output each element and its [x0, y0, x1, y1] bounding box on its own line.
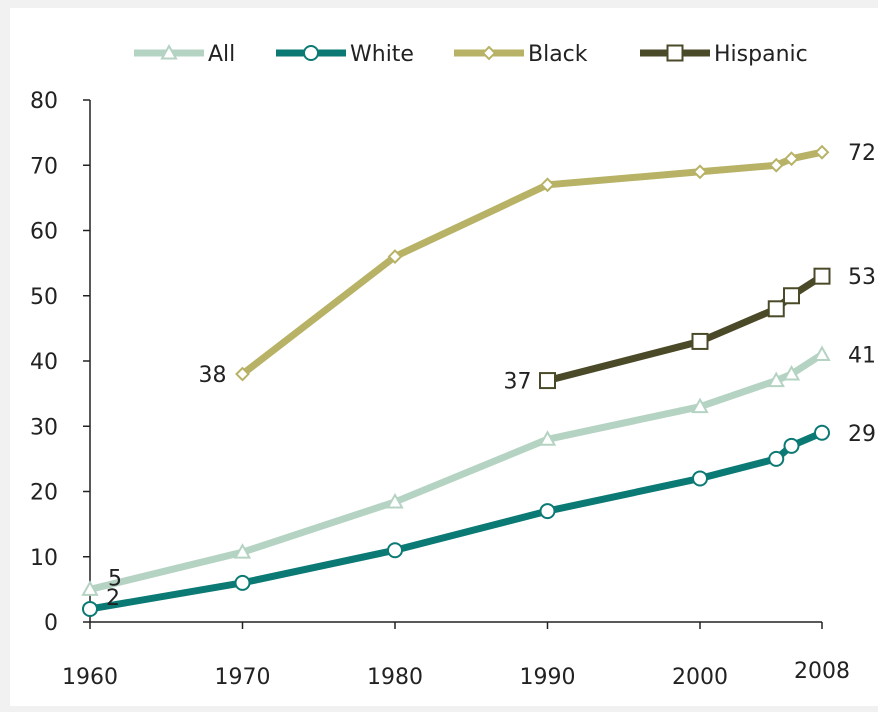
data-point-black — [692, 164, 708, 180]
data-label: 2 — [106, 586, 120, 611]
y-tick-label: 80 — [30, 89, 58, 114]
y-tick-label: 70 — [30, 154, 58, 179]
legend-marker-all — [160, 43, 178, 60]
series-hispanic — [539, 267, 831, 390]
y-tick-label: 30 — [30, 415, 58, 440]
data-point-black — [387, 249, 403, 265]
data-point-white — [768, 450, 785, 467]
legend-item-hispanic: Hispanic — [640, 42, 808, 67]
data-point-hispanic — [813, 267, 831, 285]
legend-marker-black — [481, 45, 497, 61]
data-point-all — [81, 580, 99, 596]
data-point-all — [767, 371, 785, 388]
data-point-white — [82, 600, 98, 617]
data-point-black — [540, 177, 555, 193]
series-all — [81, 345, 831, 596]
data-point-all — [233, 543, 252, 559]
data-point-all — [386, 492, 404, 509]
data-label: 37 — [504, 370, 532, 395]
data-point-all — [813, 345, 831, 361]
data-label: 41 — [848, 343, 876, 368]
data-point-white — [387, 542, 403, 559]
data-label: 38 — [199, 363, 227, 388]
legend-marker-white — [303, 45, 319, 61]
data-point-hispanic — [783, 287, 800, 305]
y-tick-label: 10 — [30, 546, 58, 571]
y-tick-label: 40 — [30, 350, 58, 375]
y-tick-label: 50 — [30, 285, 58, 310]
data-point-white — [539, 503, 556, 520]
series-line-white — [86, 429, 826, 613]
data-point-all — [691, 397, 709, 414]
legend-item-white: White — [276, 42, 414, 67]
legend-item-all: All — [134, 42, 235, 67]
line-chart: 0 10 20 30 40 50 60 70 80 1960 1970 1980 1990 2000 200… — [30, 42, 876, 690]
data-point-all — [782, 365, 801, 381]
legend: All White Black Hispanic — [134, 42, 808, 67]
legend-label: Hispanic — [714, 42, 808, 67]
axes: 0 10 20 30 40 50 60 70 80 1960 1970 1980 1990 2000 200… — [30, 89, 850, 690]
data-label: 29 — [848, 422, 876, 447]
data-labels: 52 38 37 72 53 41 29 — [106, 141, 876, 611]
y-tick-label: 20 — [30, 481, 58, 506]
legend-label: White — [350, 42, 414, 67]
data-point-white — [234, 574, 251, 591]
data-point-white — [814, 424, 830, 441]
data-point-black — [768, 157, 784, 173]
data-point-black — [814, 144, 830, 160]
series-white — [82, 424, 830, 617]
data-label: 5 — [108, 566, 122, 591]
x-tick-label: 1990 — [520, 665, 576, 690]
series-line-hispanic — [544, 272, 826, 385]
x-tick-label: 1960 — [62, 665, 118, 690]
x-tick-label: 1970 — [215, 665, 271, 690]
series-line-black — [239, 148, 826, 378]
data-point-all — [538, 430, 557, 446]
legend-label: All — [208, 42, 235, 67]
legend-label: Black — [528, 42, 588, 67]
data-point-white — [783, 437, 800, 454]
y-tick-label: 0 — [44, 611, 58, 636]
data-label: 72 — [848, 141, 876, 166]
data-point-hispanic — [691, 332, 709, 350]
x-tick-label: 1980 — [367, 665, 423, 690]
data-label: 53 — [848, 265, 876, 290]
x-tick-label: 2008 — [794, 659, 850, 684]
series-layer — [81, 144, 831, 617]
data-point-hispanic — [767, 300, 785, 318]
y-tick-label: 60 — [30, 220, 58, 245]
data-point-hispanic — [539, 372, 556, 390]
data-point-black — [235, 366, 250, 382]
data-point-white — [692, 470, 708, 487]
legend-marker-hispanic — [666, 44, 684, 62]
legend-item-black: Black — [454, 42, 588, 67]
series-black — [235, 144, 830, 382]
x-tick-label: 2000 — [672, 665, 728, 690]
data-point-black — [784, 151, 799, 167]
chart-frame: 0 10 20 30 40 50 60 70 80 1960 1970 1980 1990 2000 200… — [10, 8, 878, 706]
